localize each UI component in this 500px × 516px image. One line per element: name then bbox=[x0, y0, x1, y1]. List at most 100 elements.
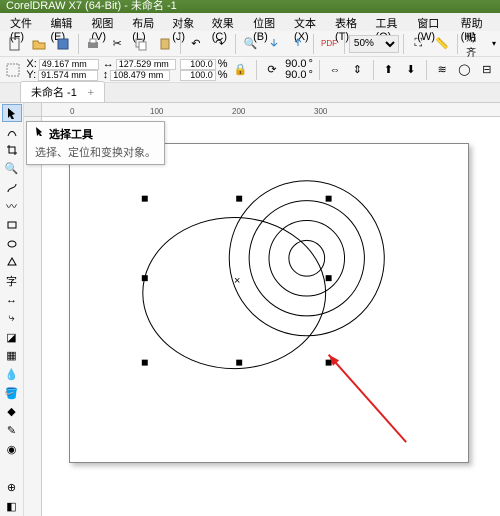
eyedropper-tool[interactable]: 💧 bbox=[2, 366, 22, 384]
drawing-canvas[interactable]: × bbox=[70, 144, 468, 462]
height-input[interactable] bbox=[110, 70, 170, 81]
annotation-arrow bbox=[329, 355, 407, 442]
x-label: X: bbox=[26, 59, 36, 70]
shape-tool[interactable] bbox=[2, 123, 22, 141]
selection-handle[interactable] bbox=[142, 196, 148, 202]
selection-handle[interactable] bbox=[142, 275, 148, 281]
position-group: X: Y: bbox=[26, 59, 98, 81]
to-back-icon[interactable]: ⬇ bbox=[402, 59, 420, 81]
drop-shadow-tool[interactable]: ◪ bbox=[2, 328, 22, 346]
connector-tool[interactable]: ⤷ bbox=[2, 310, 22, 328]
ungroup-icon[interactable]: ⊟ bbox=[478, 59, 496, 81]
menu-item[interactable]: 文本(X) bbox=[288, 13, 329, 31]
horizontal-ruler[interactable]: 0 100 200 300 bbox=[42, 103, 500, 117]
artistic-media-tool[interactable]: 〰 bbox=[2, 197, 22, 215]
expand-toolbox-icon[interactable]: ⊕ bbox=[2, 479, 22, 497]
snap-label[interactable]: 贴齐 bbox=[462, 29, 490, 59]
polygon-tool[interactable] bbox=[2, 254, 22, 272]
undo-icon[interactable]: ↶ bbox=[185, 33, 207, 55]
smart-fill-tool[interactable]: ◆ bbox=[2, 403, 22, 421]
menu-item[interactable]: 视图(V) bbox=[85, 13, 126, 31]
print-icon[interactable] bbox=[83, 33, 105, 55]
ruler-tick-label: 200 bbox=[232, 107, 245, 116]
mirror-h-icon[interactable]: ⇔ bbox=[326, 59, 344, 81]
search-icon[interactable]: 🔍 bbox=[240, 33, 262, 55]
fullscreen-icon[interactable]: ⛶ bbox=[407, 33, 429, 55]
save-icon[interactable] bbox=[52, 33, 74, 55]
rotation-group: 90.0° 90.0° bbox=[285, 59, 313, 81]
ellipse-shape[interactable] bbox=[249, 201, 364, 316]
lock-ratio-icon[interactable]: 🔒 bbox=[232, 59, 250, 81]
crop-tool[interactable] bbox=[2, 141, 22, 159]
selection-handle[interactable] bbox=[236, 196, 242, 202]
quick-customize-icon[interactable]: ◧ bbox=[2, 497, 22, 515]
ruler-origin[interactable] bbox=[24, 103, 42, 117]
rotate-icon[interactable]: ⟳ bbox=[263, 59, 281, 81]
separator bbox=[78, 34, 79, 54]
menu-item[interactable]: 位图(B) bbox=[247, 13, 288, 31]
convert-curves-icon[interactable]: ◯ bbox=[455, 59, 473, 81]
rectangle-tool[interactable] bbox=[2, 216, 22, 234]
x-position-input[interactable] bbox=[39, 59, 99, 70]
menu-item[interactable]: 编辑(E) bbox=[44, 13, 85, 31]
scale-y-input[interactable] bbox=[180, 70, 216, 81]
wrap-icon[interactable]: ≋ bbox=[433, 59, 451, 81]
ruler-tick-label: 100 bbox=[150, 107, 163, 116]
ellipse-shape[interactable] bbox=[289, 240, 325, 276]
ellipse-shape[interactable] bbox=[269, 221, 345, 297]
copy-icon[interactable] bbox=[130, 33, 152, 55]
width-input[interactable] bbox=[116, 59, 176, 70]
ellipse-shape[interactable] bbox=[229, 181, 384, 336]
ellipse-tool[interactable] bbox=[2, 235, 22, 253]
parallel-dim-tool[interactable]: ↔ bbox=[2, 291, 22, 309]
tool-tooltip: 选择工具 选择、定位和变换对象。 bbox=[26, 121, 165, 165]
zoom-select[interactable]: 50% bbox=[349, 35, 399, 53]
paste-icon[interactable] bbox=[154, 33, 176, 55]
selection-handle[interactable] bbox=[236, 360, 242, 366]
cut-icon[interactable]: ✂ bbox=[106, 33, 128, 55]
document-tab[interactable]: 未命名 -1 + bbox=[20, 81, 105, 102]
y-position-input[interactable] bbox=[38, 70, 98, 81]
ruler-tick-label: 0 bbox=[70, 107, 74, 116]
open-icon[interactable] bbox=[28, 33, 50, 55]
presets-icon[interactable] bbox=[4, 59, 22, 81]
scale-x-input[interactable] bbox=[180, 59, 216, 70]
add-tab-icon[interactable]: + bbox=[88, 87, 94, 99]
transparency-tool[interactable]: ▦ bbox=[2, 347, 22, 365]
fill-tool[interactable]: ◉ bbox=[2, 440, 22, 458]
selection-handle[interactable] bbox=[326, 196, 332, 202]
menu-item[interactable]: 窗口(W) bbox=[411, 13, 454, 31]
selection-handle[interactable] bbox=[326, 275, 332, 281]
text-tool[interactable]: 字 bbox=[2, 272, 22, 290]
menu-item[interactable]: 布局(L) bbox=[126, 13, 166, 31]
width-icon: ↔ bbox=[103, 59, 114, 70]
selection-handle[interactable] bbox=[326, 360, 332, 366]
to-front-icon[interactable]: ⬆ bbox=[379, 59, 397, 81]
separator bbox=[373, 60, 374, 80]
menu-item[interactable]: 文件(F) bbox=[4, 13, 44, 31]
redo-icon[interactable]: ↷ bbox=[209, 33, 231, 55]
menu-item[interactable]: 对象(J) bbox=[166, 13, 205, 31]
import-icon[interactable] bbox=[263, 33, 285, 55]
zoom-tool[interactable]: 🔍 bbox=[2, 160, 22, 178]
menu-item[interactable]: 工具(O) bbox=[369, 13, 411, 31]
export-icon[interactable] bbox=[287, 33, 309, 55]
outline-tool[interactable]: ✎ bbox=[2, 422, 22, 440]
freehand-tool[interactable] bbox=[2, 179, 22, 197]
menu-item[interactable]: 表格(T) bbox=[329, 13, 369, 31]
publish-pdf-icon[interactable]: PDF bbox=[318, 33, 340, 55]
canvas-area[interactable]: 0 100 200 300 选择工具 选择、定位和变换对象。 × bbox=[24, 103, 500, 516]
selection-handle[interactable] bbox=[142, 360, 148, 366]
ruler-tick-label: 300 bbox=[314, 107, 327, 116]
ruler-icon[interactable]: 📏 bbox=[431, 33, 453, 55]
interactive-fill-tool[interactable]: 🪣 bbox=[2, 384, 22, 402]
chevron-down-icon[interactable]: ▾ bbox=[492, 39, 496, 48]
window-title: CorelDRAW X7 (64-Bit) - 未命名 -1 bbox=[6, 0, 177, 12]
mirror-v-icon[interactable]: ⇕ bbox=[348, 59, 366, 81]
pick-tool[interactable] bbox=[2, 104, 22, 122]
menu-item[interactable]: 效果(C) bbox=[206, 13, 247, 31]
menu-bar: 文件(F)编辑(E)视图(V)布局(L)对象(J)效果(C)位图(B)文本(X)… bbox=[0, 13, 500, 31]
vertical-ruler[interactable] bbox=[24, 117, 42, 516]
new-icon[interactable] bbox=[4, 33, 26, 55]
ellipse-shape[interactable] bbox=[143, 218, 326, 369]
